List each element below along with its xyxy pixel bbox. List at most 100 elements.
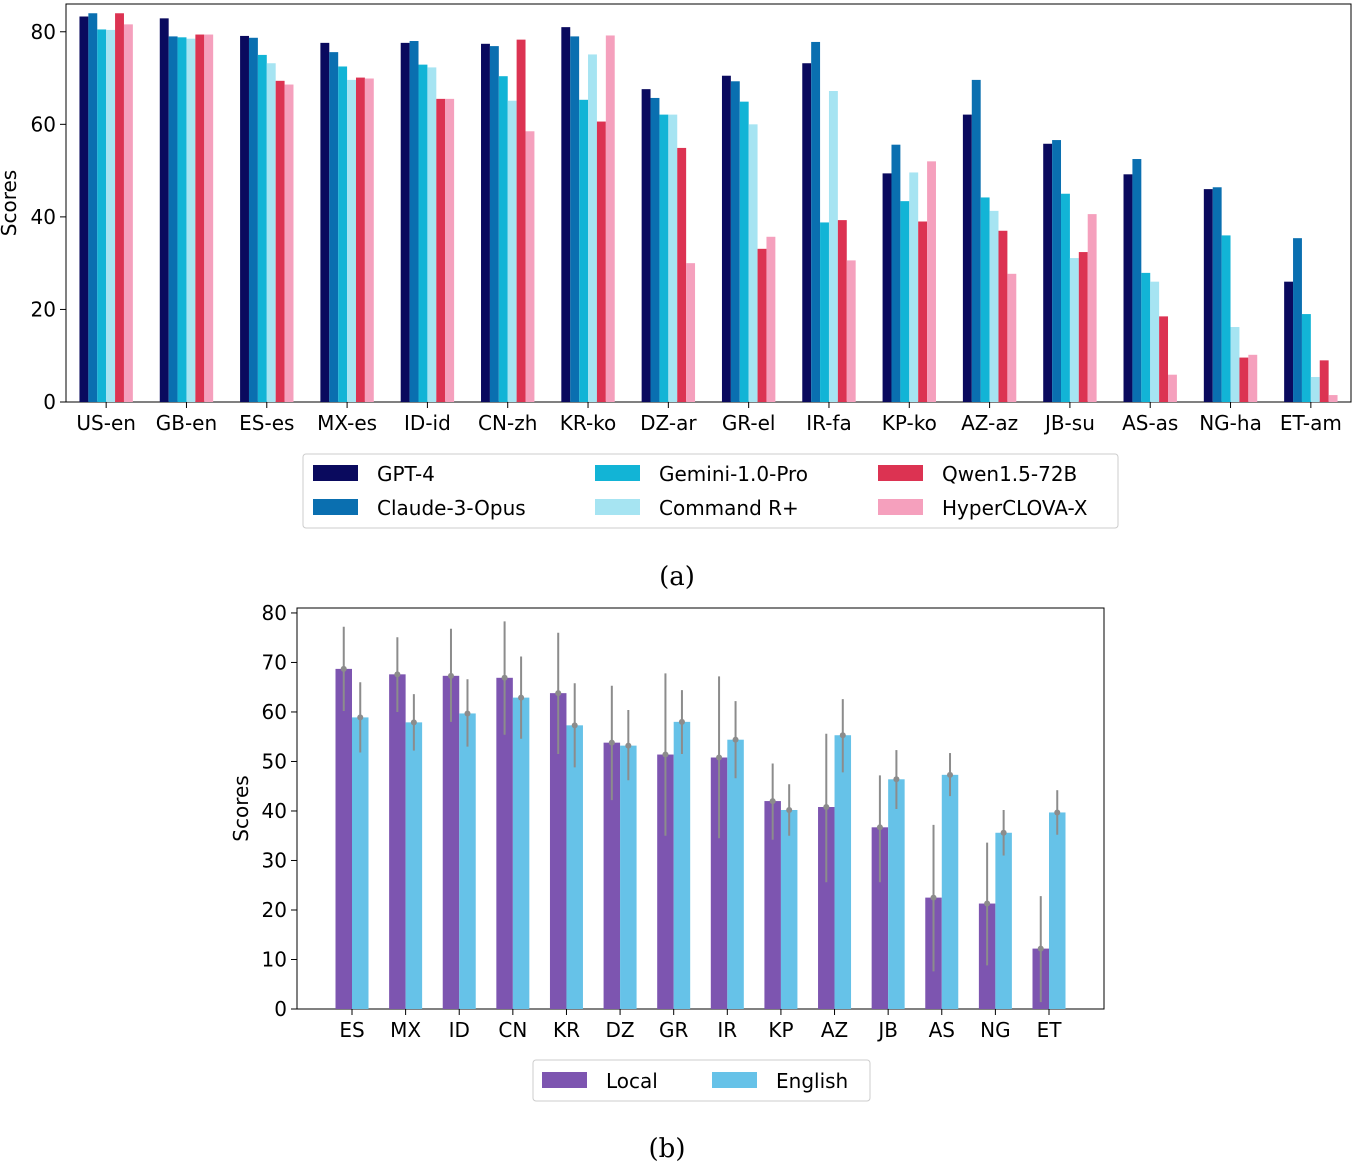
bar-a — [115, 13, 124, 402]
x-tick-label-a: US-en — [76, 411, 136, 435]
x-tick-label-b: KR — [553, 1018, 580, 1042]
bar-a — [409, 41, 419, 403]
error-point-b — [716, 754, 723, 761]
error-point-b — [1054, 809, 1061, 816]
bar-a — [355, 77, 365, 402]
bar-a — [918, 221, 928, 402]
bar-b — [603, 742, 621, 1009]
legend-label-a: Claude-3-Opus — [377, 496, 526, 520]
bar-b — [496, 677, 513, 1009]
bar-a — [1310, 377, 1320, 402]
bar-a — [579, 99, 589, 403]
x-tick-label-a: AS-as — [1122, 411, 1178, 435]
error-point-b — [357, 714, 364, 721]
legend-label-b: English — [776, 1069, 848, 1093]
bar-a — [168, 36, 178, 403]
legend-label-b: Local — [606, 1069, 658, 1093]
bar-b — [818, 807, 835, 1009]
error-point-b — [410, 719, 417, 726]
y-axis-label-a: Scores — [0, 170, 21, 236]
bar-a — [766, 236, 776, 402]
y-tick-label-a: 0 — [43, 390, 56, 414]
y-tick-label-b: 50 — [262, 749, 287, 773]
bar-a — [1052, 140, 1062, 402]
bar-b — [1049, 812, 1066, 1009]
y-axis-label-b: Scores — [229, 775, 253, 841]
bar-a — [525, 131, 535, 402]
error-point-b — [608, 739, 615, 746]
legend-swatch-a — [595, 465, 640, 481]
bar-b — [442, 675, 460, 1009]
bar-a — [498, 76, 508, 402]
bar-a — [846, 260, 856, 402]
bar-a — [445, 98, 455, 403]
bar-b — [405, 722, 423, 1009]
bar-a — [837, 220, 847, 402]
x-tick-label-a: KP-ko — [882, 411, 937, 435]
error-point-b — [571, 722, 578, 729]
bar-a — [1087, 214, 1097, 402]
legend-swatch-a — [595, 499, 640, 515]
bar-a — [561, 27, 571, 402]
bar-a — [106, 29, 116, 402]
error-point-b — [501, 674, 508, 681]
bar-b — [871, 827, 889, 1009]
bar-a — [1078, 252, 1088, 402]
error-point-b — [1037, 945, 1044, 952]
bar-a — [1150, 281, 1160, 402]
bar-a — [427, 67, 437, 403]
bar-b — [459, 713, 476, 1009]
error-point-b — [930, 894, 937, 901]
bar-a — [998, 230, 1008, 402]
bar-a — [320, 42, 330, 403]
plot-area-b — [296, 607, 1105, 1010]
bar-a — [159, 18, 169, 402]
bar-a — [1230, 327, 1240, 402]
error-point-b — [769, 798, 776, 805]
bar-b — [941, 774, 959, 1009]
y-tick-label-b: 30 — [262, 848, 287, 872]
bar-a — [891, 144, 901, 402]
legend-swatch-a — [878, 499, 923, 515]
bar-a — [1069, 258, 1079, 402]
bar-a — [989, 210, 999, 402]
legend-swatch-a — [878, 465, 923, 481]
x-tick-label-a: IR-fa — [806, 411, 852, 435]
bar-a — [97, 29, 107, 402]
bar-a — [1168, 374, 1177, 402]
y-tick-label-b: 10 — [262, 947, 287, 971]
chart-a: 0 20 40 60 80 US-en GB-en ES-es MX-es ID-id CN-zh K… — [0, 3, 1352, 592]
bar-a — [79, 16, 89, 402]
bar-a — [1301, 314, 1311, 402]
bar-a — [650, 97, 660, 402]
bar-a — [177, 37, 187, 402]
bar-a — [1248, 354, 1258, 402]
error-point-b — [839, 732, 846, 739]
error-point-b — [625, 742, 632, 749]
legend-swatch-b — [712, 1072, 757, 1088]
bar-b — [995, 832, 1012, 1009]
bar-a — [811, 41, 821, 402]
x-tick-label-b: JB — [876, 1018, 898, 1042]
bar-a — [1328, 395, 1338, 402]
bar-a — [507, 100, 517, 402]
x-tick-label-b: DZ — [606, 1018, 635, 1042]
bar-a — [347, 79, 356, 403]
x-tick-label-b: CN — [498, 1018, 527, 1042]
bar-a — [329, 52, 339, 402]
bar-a — [828, 91, 838, 402]
x-tick-label-a: GR-el — [722, 411, 776, 435]
error-point-b — [394, 671, 401, 678]
bar-b — [549, 693, 567, 1009]
bar-a — [489, 46, 499, 403]
x-tick-label-b: AZ — [821, 1018, 848, 1042]
x-tick-label-a: ID-id — [404, 411, 451, 435]
caption-b: (b) — [649, 1134, 686, 1163]
bar-a — [900, 201, 910, 402]
x-tick-label-a: DZ-ar — [640, 411, 697, 435]
bar-a — [962, 114, 972, 403]
bar-a — [275, 80, 285, 402]
bar-b — [710, 757, 728, 1009]
legend-swatch-b — [542, 1072, 587, 1088]
bar-a — [1203, 189, 1213, 402]
